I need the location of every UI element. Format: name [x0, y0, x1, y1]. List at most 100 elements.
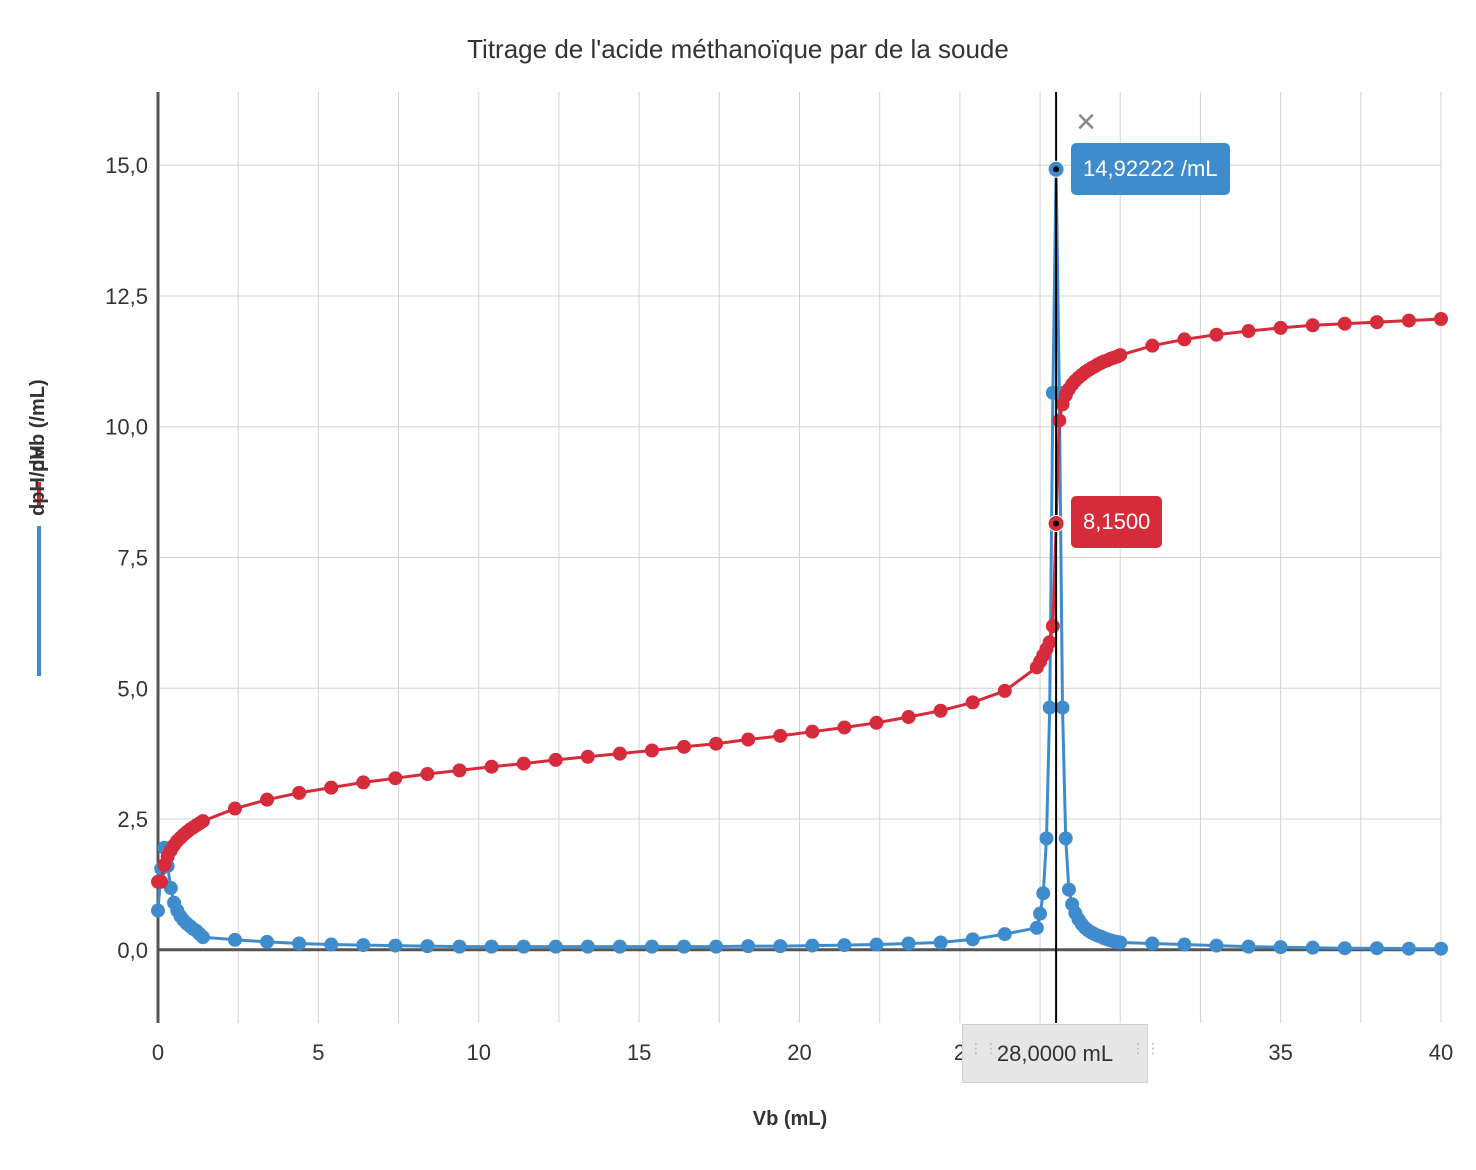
- data-point: [324, 780, 339, 795]
- data-point: [1052, 413, 1067, 428]
- data-point: [837, 938, 852, 953]
- data-point: [805, 938, 820, 953]
- data-point: [1145, 936, 1160, 951]
- data-point: [1369, 941, 1384, 956]
- series-derivative: [151, 162, 1448, 956]
- data-point: [1434, 311, 1448, 326]
- data-point: [1042, 635, 1057, 650]
- data-point: [1273, 320, 1288, 335]
- data-point: [933, 703, 948, 718]
- cursor-value: 28,0000 mL: [996, 1041, 1114, 1066]
- chart-title: Titrage de l'acide méthanoïque par de la…: [467, 34, 1009, 64]
- data-point: [1209, 938, 1224, 953]
- data-point: [965, 932, 980, 947]
- data-point: [548, 752, 563, 767]
- y-axis-labels: pH dpH/dVb (/mL): [27, 379, 67, 678]
- data-point: [1305, 940, 1320, 955]
- drag-handle-left-icon[interactable]: ⋮⋮: [969, 1040, 999, 1056]
- data-point: [773, 939, 788, 954]
- y-tick-label: 5,0: [117, 676, 148, 701]
- data-point: [452, 763, 467, 778]
- data-point: [484, 939, 499, 954]
- data-point: [388, 938, 403, 953]
- data-point: [1369, 315, 1384, 330]
- data-point: [227, 801, 242, 816]
- data-point: [260, 792, 275, 807]
- highlight-point-center: [1053, 520, 1060, 527]
- data-point: [580, 749, 595, 764]
- y-tick-label: 12,5: [105, 284, 148, 309]
- x-tick-label: 15: [627, 1040, 651, 1065]
- y-tick-label: 2,5: [117, 807, 148, 832]
- data-point: [1042, 700, 1057, 715]
- data-point: [516, 756, 531, 771]
- data-point: [1113, 935, 1128, 950]
- data-point: [1045, 619, 1060, 634]
- y-tick-label: 7,5: [117, 546, 148, 571]
- data-point: [1145, 338, 1160, 353]
- data-point: [677, 939, 692, 954]
- data-point: [388, 771, 403, 786]
- data-point: [1337, 941, 1352, 956]
- data-point: [1061, 882, 1076, 897]
- data-point: [901, 936, 916, 951]
- data-point: [151, 903, 165, 918]
- highlight-point-center: [1053, 166, 1060, 173]
- data-point: [1039, 831, 1054, 846]
- data-point: [612, 939, 627, 954]
- data-point: [154, 874, 169, 889]
- data-point: [965, 695, 980, 710]
- data-point: [1273, 940, 1288, 955]
- data-point: [292, 785, 307, 800]
- data-point: [580, 939, 595, 954]
- close-icon[interactable]: ×: [1076, 103, 1096, 141]
- data-point: [741, 732, 756, 747]
- data-point: [869, 715, 884, 730]
- data-point: [677, 739, 692, 754]
- y-tick-label: 15,0: [105, 153, 148, 178]
- y-tick-label: 0,0: [117, 938, 148, 963]
- data-point: [1401, 941, 1416, 956]
- tooltip-derivative: 14,92222 /mL: [1071, 143, 1230, 195]
- data-point: [324, 937, 339, 952]
- data-point: [356, 938, 371, 953]
- data-point: [1401, 313, 1416, 328]
- data-point: [1113, 348, 1128, 363]
- data-point: [1305, 318, 1320, 333]
- data-point: [1241, 324, 1256, 339]
- data-point: [709, 736, 724, 751]
- data-point: [997, 683, 1012, 698]
- data-point: [420, 939, 435, 954]
- drag-handle-right-icon[interactable]: ⋮⋮: [1131, 1040, 1161, 1056]
- cursor[interactable]: [1047, 92, 1065, 1023]
- y-tick-label: 10,0: [105, 415, 148, 440]
- data-point: [1029, 920, 1044, 935]
- x-tick-label: 35: [1268, 1040, 1292, 1065]
- x-tick-label: 20: [787, 1040, 811, 1065]
- tooltip-ph: 8,1500: [1071, 496, 1163, 548]
- cursor-value-label[interactable]: ⋮⋮ 28,0000 mL ⋮⋮: [962, 1024, 1161, 1083]
- data-point: [227, 932, 242, 947]
- data-point: [516, 939, 531, 954]
- data-point: [1209, 327, 1224, 342]
- data-point: [195, 814, 210, 829]
- data-point: [869, 937, 884, 952]
- data-point: [1241, 939, 1256, 954]
- x-tick-label: 10: [467, 1040, 491, 1065]
- series-ph: [151, 311, 1448, 889]
- grid: [157, 92, 1442, 1023]
- data-point: [452, 939, 467, 954]
- series: [151, 162, 1448, 956]
- data-point: [548, 939, 563, 954]
- data-point: [1434, 941, 1448, 956]
- y-axis-label-derivative: dpH/dVb (/mL): [27, 379, 50, 676]
- data-point: [901, 710, 916, 725]
- data-point: [1036, 886, 1051, 901]
- data-point: [805, 724, 820, 739]
- x-tick-label: 5: [312, 1040, 324, 1065]
- x-tick-label: 0: [152, 1040, 164, 1065]
- data-point: [292, 936, 307, 951]
- tick-labels: 0 5 10 15 20 2 35 400,02,55,07,510,012,515,0: [105, 153, 1453, 1065]
- data-point: [997, 927, 1012, 942]
